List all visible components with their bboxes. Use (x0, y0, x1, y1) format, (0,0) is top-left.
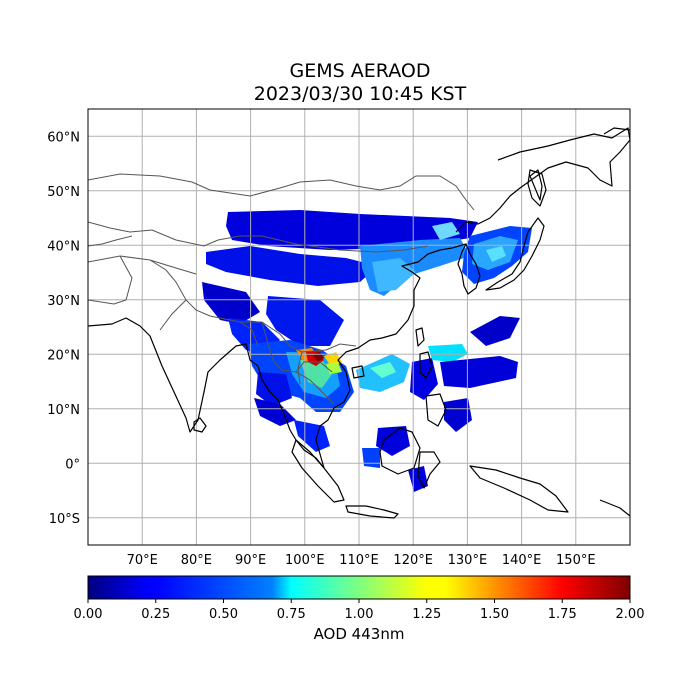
lat-tick-label: 10°S (49, 512, 80, 527)
lat-tick-label: 40°N (47, 239, 80, 254)
lon-tick-label: 100°E (285, 553, 325, 568)
colorbar-tick-label: 1.50 (480, 607, 509, 622)
aod-field (202, 210, 532, 492)
colorbar-label: AOD 443nm (314, 625, 405, 643)
longitude-axis: 70°E 80°E 90°E 100°E 110°E 120°E 130°E 140°E 150… (127, 553, 596, 568)
lon-tick-label: 70°E (127, 553, 158, 568)
colorbar-tick-label: 0.50 (209, 607, 238, 622)
lon-tick-label: 120°E (393, 553, 433, 568)
lat-tick-label: 30°N (47, 294, 80, 309)
colorbar-ticks: 0.00 0.25 0.50 0.75 1.00 1.25 1.50 1.75 2.00 (74, 599, 645, 622)
colorbar: 0.00 0.25 0.50 0.75 1.00 1.25 1.50 1.75 2.00 AOD… (74, 575, 645, 643)
lat-tick-label: 10°N (47, 403, 80, 418)
colorbar-tick-label: 0.25 (141, 607, 170, 622)
colorbar-tick-label: 1.25 (412, 607, 441, 622)
map-frame (87, 108, 631, 546)
gridlines (88, 109, 630, 545)
lat-tick-label: 50°N (47, 185, 80, 200)
lat-tick-label: 60°N (47, 130, 80, 145)
map-area (88, 109, 630, 545)
colorbar-tick-label: 0.75 (277, 607, 306, 622)
lon-tick-label: 150°E (556, 553, 596, 568)
colorbar-tick-label: 1.75 (548, 607, 577, 622)
coastlines (88, 127, 630, 519)
map-subtitle: 2023/03/30 10:45 KST (253, 83, 467, 105)
latitude-axis: 60°N 50°N 40°N 30°N 20°N 10°N 0° 10°S (47, 130, 80, 527)
lon-tick-label: 90°E (235, 553, 266, 568)
colorbar-gradient (87, 575, 631, 600)
lon-tick-label: 80°E (181, 553, 212, 568)
lat-tick-label: 20°N (47, 348, 80, 363)
country-borders (88, 173, 475, 405)
lat-tick-label: 0° (65, 457, 80, 472)
map-title: GEMS AERAOD (289, 60, 431, 82)
lon-tick-label: 110°E (339, 553, 379, 568)
colorbar-tick-label: 2.00 (616, 607, 645, 622)
lon-tick-label: 140°E (502, 553, 542, 568)
lon-tick-label: 130°E (448, 553, 488, 568)
colorbar-tick-label: 1.00 (345, 607, 374, 622)
colorbar-tick-label: 0.00 (74, 607, 103, 622)
